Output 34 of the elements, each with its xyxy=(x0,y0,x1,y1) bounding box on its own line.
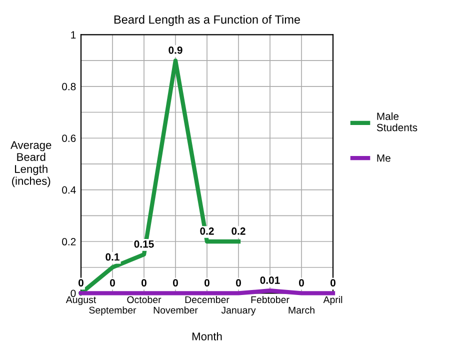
x-tick-label: August xyxy=(66,296,96,306)
data-label: 0.15 xyxy=(134,240,154,248)
data-label: 0.2 xyxy=(232,227,246,235)
data-label: 0 xyxy=(299,279,304,287)
y-axis-title: Average Beard Length (inches) xyxy=(10,141,52,188)
data-label: 0 xyxy=(78,279,84,287)
data-label: 0 xyxy=(330,279,336,287)
data-label: 0.01 xyxy=(260,276,280,284)
y-tick-label: 0.8 xyxy=(62,82,76,90)
data-label: 0.9 xyxy=(168,46,182,54)
legend-label: Male Students xyxy=(376,112,418,132)
data-label: 0 xyxy=(173,279,178,287)
data-label: 0 xyxy=(236,279,241,287)
chart-title: Beard Length as a Function of Time xyxy=(114,15,300,26)
y-tick-label: 0 xyxy=(70,290,76,298)
y-tick-label: 0.2 xyxy=(62,238,76,246)
x-tick-label: March xyxy=(288,306,314,314)
x-tick-label: October xyxy=(127,296,162,304)
data-label: 0 xyxy=(142,279,146,287)
x-tick-label: November xyxy=(154,306,198,314)
x-tick-label: September xyxy=(89,306,136,316)
y-tick-label: 1 xyxy=(71,31,76,38)
x-tick-label: December xyxy=(185,296,230,304)
x-tick-label: January xyxy=(221,306,256,316)
data-label: 0.1 xyxy=(106,253,120,261)
legend-label: Me xyxy=(377,154,390,162)
data-label: 0 xyxy=(204,279,210,287)
x-tick-label: Febtober xyxy=(251,296,290,304)
data-label: 0.2 xyxy=(200,227,214,235)
x-tick-label: April xyxy=(323,296,342,306)
x-axis-title: Month xyxy=(192,332,222,340)
y-tick-label: 0.4 xyxy=(62,186,76,194)
y-tick-label: 0.6 xyxy=(62,134,76,142)
data-label: 0 xyxy=(110,279,115,287)
